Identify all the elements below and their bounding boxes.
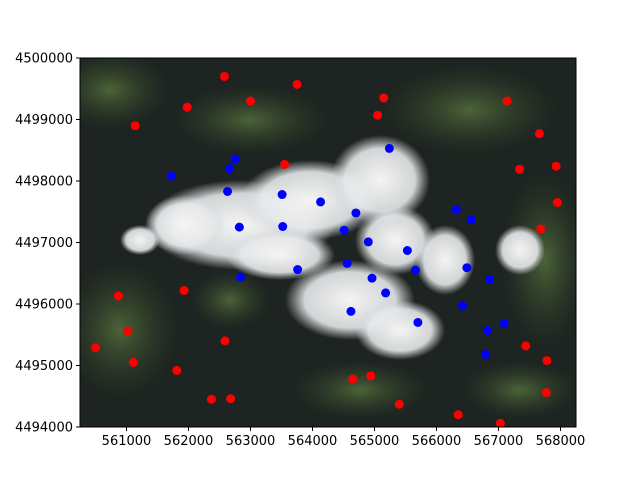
y-tick-label: 4495000 [15, 359, 73, 374]
scatter-point [521, 341, 531, 351]
scatter-point [458, 301, 468, 311]
y-tick-label: 4500000 [15, 52, 73, 67]
y-axis: 4494000 4495000 4496000 4497000 4498000 44990… [15, 52, 80, 436]
scatter-point [113, 291, 123, 301]
scatter-point [466, 215, 476, 225]
scatter-point [499, 319, 509, 329]
x-tick-label: 568000 [536, 434, 586, 449]
scatter-point [485, 274, 495, 284]
scatter-point [515, 164, 525, 174]
scatter-points [91, 71, 562, 427]
scatter-point [551, 161, 561, 171]
scatter-point [339, 225, 349, 235]
scatter-point [502, 96, 512, 106]
scatter-point [123, 326, 133, 336]
scatter-point [363, 237, 373, 247]
scatter-point [234, 222, 244, 232]
scatter-point [182, 102, 192, 112]
scatter-point [226, 394, 236, 404]
scatter-point [542, 356, 552, 366]
scatter-point [128, 357, 138, 367]
scatter-point [206, 394, 216, 404]
scatter-point [373, 110, 383, 120]
scatter-point [91, 343, 100, 353]
scatter-point [236, 272, 246, 282]
scatter-point [462, 263, 472, 273]
scatter-point [220, 336, 230, 346]
scatter-point [277, 190, 287, 200]
scatter-point [394, 399, 404, 409]
y-tick-label: 4494000 [15, 421, 73, 436]
scatter-point [384, 143, 394, 153]
scatter-point [166, 171, 176, 181]
x-tick-label: 561000 [102, 434, 152, 449]
scatter-point [402, 245, 412, 255]
scatter-point [342, 258, 352, 268]
scatter-point [367, 273, 377, 283]
y-tick-label: 4497000 [15, 236, 73, 251]
x-tick-label: 565000 [350, 434, 400, 449]
scatter-point [219, 71, 229, 81]
scatter-point [278, 222, 288, 232]
scatter-point [413, 317, 423, 327]
scatter-point [379, 93, 389, 103]
x-tick-label: 567000 [474, 434, 524, 449]
scatter-point [552, 198, 562, 208]
scatter-point [348, 374, 358, 384]
scatter-point [351, 208, 361, 218]
y-tick-label: 4499000 [15, 113, 73, 128]
scatter-point [536, 224, 546, 234]
scatter-point [130, 121, 140, 131]
scatter-point [246, 96, 255, 106]
scatter-point [453, 410, 463, 420]
scatter-point [172, 365, 182, 375]
y-tick-label: 4496000 [15, 298, 73, 313]
scatter-point [534, 129, 544, 139]
scatter-point [346, 306, 356, 316]
scatter-point [541, 388, 551, 398]
x-tick-label: 566000 [412, 434, 462, 449]
scatter-point [410, 265, 420, 275]
plot-area [80, 58, 576, 427]
scatter-point [451, 205, 461, 215]
scatter-point [280, 159, 290, 169]
scatter-point [223, 186, 233, 196]
scatter-point [293, 265, 303, 275]
scatter-point [366, 371, 376, 381]
x-tick-label: 564000 [288, 434, 338, 449]
scatter-point [316, 197, 326, 207]
scatter-point [482, 325, 492, 335]
scatter-point [230, 154, 240, 164]
scatter-point [179, 285, 189, 295]
scatter-point [480, 349, 490, 359]
x-tick-label: 562000 [164, 434, 214, 449]
x-axis: 561000 562000 563000 564000 565000 566000 5670… [102, 427, 586, 449]
scatter-point [495, 418, 505, 427]
y-tick-label: 4498000 [15, 175, 73, 190]
scatter-point [292, 79, 302, 89]
scatter-point [224, 164, 234, 174]
scatter-point [381, 288, 391, 298]
x-tick-label: 563000 [226, 434, 276, 449]
